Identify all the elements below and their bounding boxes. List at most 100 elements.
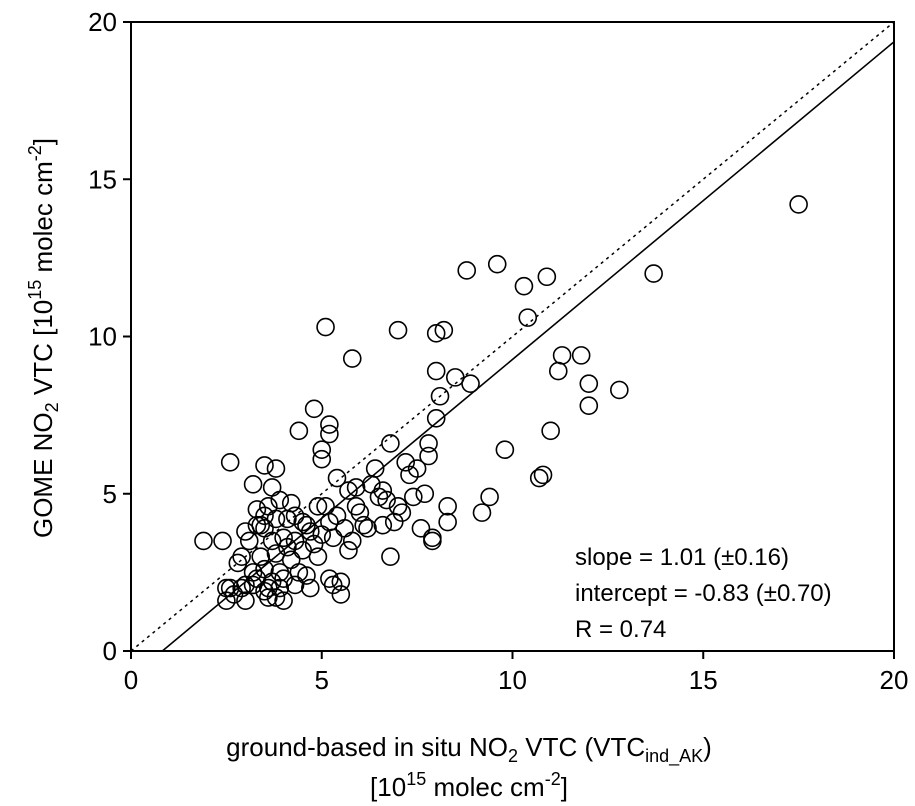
data-point [304,534,324,554]
data-point [270,490,290,510]
data-point [308,547,328,566]
data-point [232,578,251,598]
y-tick-label: 15 [88,164,117,194]
data-point [541,421,560,441]
data-point [251,515,271,535]
data-point [262,478,282,497]
data-point [301,578,320,598]
data-point [415,484,435,504]
data-point [533,465,553,485]
data-point [579,396,599,415]
x-axis-label-line1: ground-based in situ NO2 VTC (VTCind_AK) [226,732,712,767]
x-tick-label: 0 [124,665,138,695]
data-point [327,506,347,526]
data-point [323,528,343,548]
data-point [480,487,499,507]
data-point [239,531,259,551]
data-point [404,487,423,507]
data-point [194,531,213,551]
data-point [243,475,263,494]
x-tick-label: 15 [689,665,718,695]
stat-intercept: intercept = -0.83 (±0.70) [575,580,832,607]
data-point [388,320,408,340]
data-point [396,452,415,472]
regression-line [161,41,894,651]
x-tick-label: 10 [498,665,527,695]
data-point [430,386,450,406]
y-tick-label: 0 [103,636,117,666]
data-point [232,547,251,566]
data-point [255,506,274,526]
data-point [320,424,339,444]
data-point [335,519,354,538]
data-point [342,531,362,551]
data-point [255,456,274,475]
data-point [407,459,427,478]
data-point [270,578,290,598]
data-point [529,468,549,488]
data-point [289,563,309,582]
data-point [281,550,301,570]
data-point [358,519,377,538]
data-point [266,459,286,478]
data-point [266,509,286,529]
data-point [610,380,629,400]
data-point [304,399,324,419]
data-point [789,195,808,214]
y-tick-label: 5 [103,479,117,509]
data-point [331,572,351,592]
data-point [312,449,332,469]
stat-slope: slope = 1.01 (±0.16) [575,544,789,571]
data-point [285,531,305,551]
data-point [548,361,568,381]
data-point [579,374,599,393]
data-point [461,374,480,393]
data-point [392,503,412,522]
data-point [316,317,335,337]
data-point [247,515,267,535]
data-point [365,459,385,478]
data-point [354,515,374,535]
data-point [381,434,400,453]
x-tick-label: 20 [880,665,909,695]
data-point [552,346,572,365]
data-point [487,254,507,274]
plot-area [130,21,895,652]
data-point [339,481,358,500]
data-point [342,349,362,368]
data-point [312,440,332,460]
data-point [419,434,438,453]
x-axis-label-line2: [1015 molec cm-2] [370,769,568,802]
data-point [419,446,438,466]
data-point [301,522,320,541]
data-point [457,261,477,280]
axis-ticks: 0 5 10 15 20 0 5 10 15 20 [88,7,908,695]
y-tick-label: 20 [88,7,117,37]
data-point [571,346,591,365]
data-point [247,500,267,519]
data-point [220,452,240,472]
data-point [251,547,271,566]
data-point [297,566,316,585]
data-point [331,585,351,604]
data-point [274,528,293,548]
data-point [339,541,358,560]
data-point [472,503,492,522]
data-point [373,515,393,535]
data-point [423,528,442,548]
data-point [438,497,457,516]
data-point [316,497,335,516]
data-point [350,503,370,522]
data-point [308,497,328,516]
data-point [438,512,457,532]
data-point [320,415,339,434]
data-point [323,575,343,595]
data-point [426,324,446,343]
data-point [518,308,538,327]
data-points [194,195,808,610]
data-point [514,276,534,296]
data-point [327,468,347,488]
data-point [293,512,312,532]
data-point [236,591,255,610]
data-point [426,361,446,381]
